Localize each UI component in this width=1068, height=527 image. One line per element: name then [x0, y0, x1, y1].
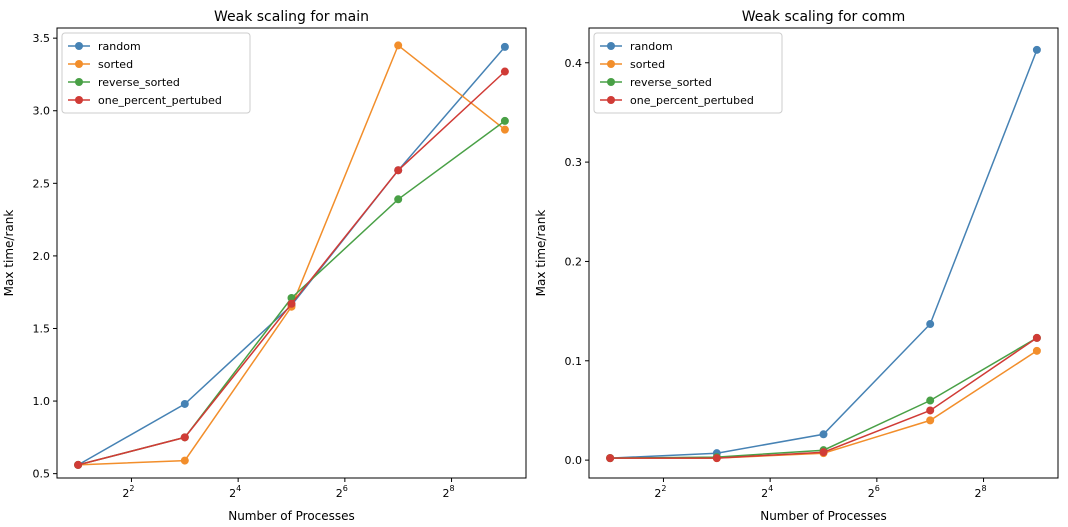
x-tick-label: 26: [336, 484, 348, 500]
legend-swatch-marker: [75, 42, 83, 50]
y-tick-label: 3.5: [33, 32, 51, 45]
y-tick-label: 2.5: [33, 177, 51, 190]
legend-swatch-marker: [607, 78, 615, 86]
legend-box: [61, 32, 251, 114]
y-tick-label: 1.0: [33, 395, 51, 408]
y-tick-label: 0.3: [565, 156, 583, 169]
x-tick-label: 22: [122, 484, 134, 500]
data-point: [394, 41, 403, 50]
legend-swatch-marker: [607, 42, 615, 50]
chart-panel-2: Weak scaling for comm Number of Processes…: [534, 9, 1059, 523]
y-axis-label: Max time/rank: [534, 210, 548, 297]
data-point: [500, 116, 509, 125]
data-point: [1032, 333, 1041, 342]
series-sorted: [606, 346, 1041, 463]
data-point: [394, 166, 403, 175]
data-point: [926, 406, 935, 415]
data-point: [819, 448, 828, 457]
y-axis-label: Max time/rank: [2, 210, 16, 297]
data-point: [1032, 45, 1041, 54]
legend: random sorted reverse_sorted one_percent_pe…: [61, 32, 251, 114]
x-tick-label: 26: [868, 484, 880, 500]
x-tick-label: 28: [974, 484, 986, 500]
legend-label: one_percent_pertubed: [98, 94, 222, 107]
data-point: [819, 430, 828, 439]
data-point: [180, 456, 189, 465]
y-tick-label: 3.0: [33, 105, 51, 118]
data-point: [74, 460, 83, 469]
legend-swatch-marker: [75, 96, 83, 104]
legend-swatch-marker: [75, 78, 83, 86]
chart-title: Weak scaling for main: [214, 9, 369, 25]
legend-label: sorted: [630, 58, 665, 71]
legend-swatch-marker: [607, 60, 615, 68]
data-point: [394, 195, 403, 204]
legend-label: sorted: [98, 58, 133, 71]
x-tick-label: 22: [654, 484, 666, 500]
data-point: [926, 320, 935, 329]
x-tick-label: 24: [229, 484, 241, 500]
plot-area: [588, 27, 1059, 479]
series-one_percent_pertubed: [606, 333, 1041, 463]
y-tick-label: 0.1: [565, 355, 583, 368]
data-point: [180, 433, 189, 442]
data-point: [287, 299, 296, 308]
legend-label: reverse_sorted: [98, 76, 180, 89]
data-point: [606, 454, 615, 463]
legend: random sorted reverse_sorted one_percent_pe…: [593, 32, 783, 114]
series-line: [610, 350, 1038, 459]
data-point: [1032, 346, 1041, 355]
data-point: [500, 67, 509, 76]
y-tick-label: 0.2: [565, 255, 583, 268]
chart-panel-1: Weak scaling for main Number of Processes…: [2, 9, 527, 523]
legend-swatch-marker: [607, 96, 615, 104]
data-point: [287, 294, 296, 302]
x-axis-label: Number of Processes: [760, 509, 887, 523]
chart-title: Weak scaling for comm: [742, 9, 906, 25]
legend-label: random: [630, 40, 673, 53]
y-tick-label: 0.5: [33, 468, 51, 481]
x-tick-label: 28: [442, 484, 454, 500]
data-point: [180, 399, 189, 408]
series-line: [610, 337, 1038, 459]
data-point: [500, 42, 509, 51]
y-tick-label: 1.5: [33, 322, 51, 335]
series-reverse_sorted: [606, 333, 1041, 463]
series-reverse_sorted: [74, 116, 509, 469]
y-tick-label: 0.4: [565, 57, 583, 70]
series-line: [77, 120, 506, 466]
legend-label: reverse_sorted: [630, 76, 712, 89]
data-point: [926, 416, 935, 425]
series-line: [77, 70, 506, 466]
legend-box: [593, 32, 783, 114]
plot-area: [56, 27, 527, 479]
data-point: [926, 396, 935, 405]
legend-label: random: [98, 40, 141, 53]
x-tick-label: 24: [761, 484, 773, 500]
series-line: [610, 337, 1038, 459]
legend-swatch-marker: [75, 60, 83, 68]
x-axis-label: Number of Processes: [228, 509, 355, 523]
y-tick-label: 2.0: [33, 250, 51, 263]
legend-label: one_percent_pertubed: [630, 94, 754, 107]
y-tick-label: 0.0: [565, 454, 583, 467]
series-one_percent_pertubed: [74, 67, 509, 469]
data-point: [500, 125, 509, 134]
data-point: [712, 454, 721, 463]
